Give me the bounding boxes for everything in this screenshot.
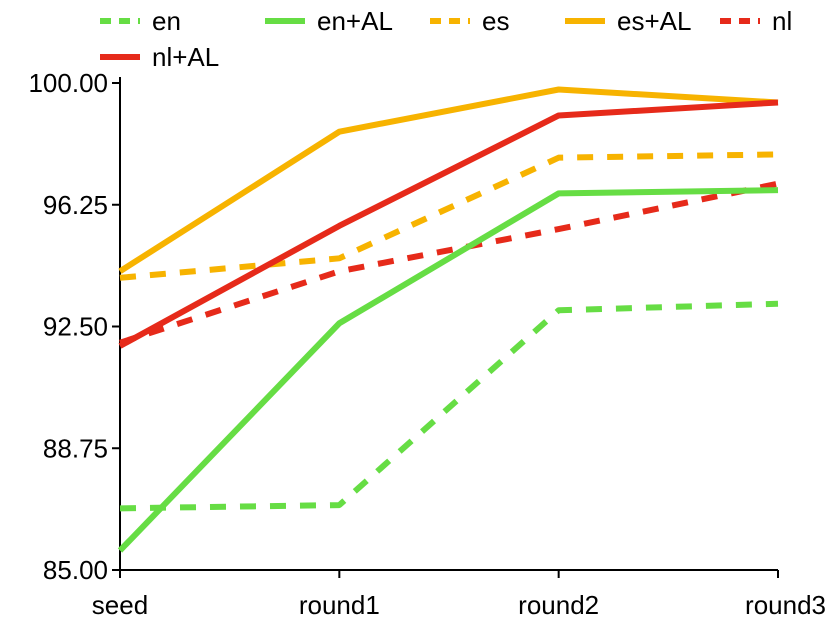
- legend-label: en+AL: [317, 6, 393, 36]
- legend-item: en: [100, 6, 181, 36]
- y-tick-label: 96.25: [43, 190, 108, 220]
- legend-item: nl: [720, 6, 792, 36]
- y-tick-label: 85.00: [43, 555, 108, 585]
- series-lines: [117, 86, 779, 553]
- series-line-nl: [119, 180, 779, 346]
- x-tick-label: round2: [518, 590, 599, 620]
- series-line-nl-al: [118, 99, 779, 349]
- axes: 85.00 88.75 92.50 96.25 100.00 seed round1 roun…: [28, 68, 826, 620]
- y-tick-label: 100.00: [28, 68, 108, 98]
- legend: en en+AL es es+AL nl nl+AL: [100, 6, 792, 72]
- legend-label: nl+AL: [152, 42, 219, 72]
- y-tick-label: 88.75: [43, 433, 108, 463]
- y-tick-label: 92.50: [43, 312, 108, 342]
- series-line-en: [119, 300, 779, 512]
- legend-item: es: [430, 6, 509, 36]
- x-tick-label: seed: [92, 590, 148, 620]
- series-line-es: [119, 151, 779, 281]
- legend-label: es: [482, 6, 509, 36]
- legend-label: es+AL: [617, 6, 691, 36]
- x-tick-label: round3: [745, 590, 826, 620]
- legend-item: nl+AL: [100, 42, 219, 72]
- series-line-es-al: [118, 86, 779, 274]
- legend-item: en+AL: [265, 6, 393, 36]
- series-line-en-al: [117, 187, 779, 553]
- x-tick-label: round1: [299, 590, 380, 620]
- legend-label: nl: [772, 6, 792, 36]
- legend-label: en: [152, 6, 181, 36]
- legend-item: es+AL: [565, 6, 691, 36]
